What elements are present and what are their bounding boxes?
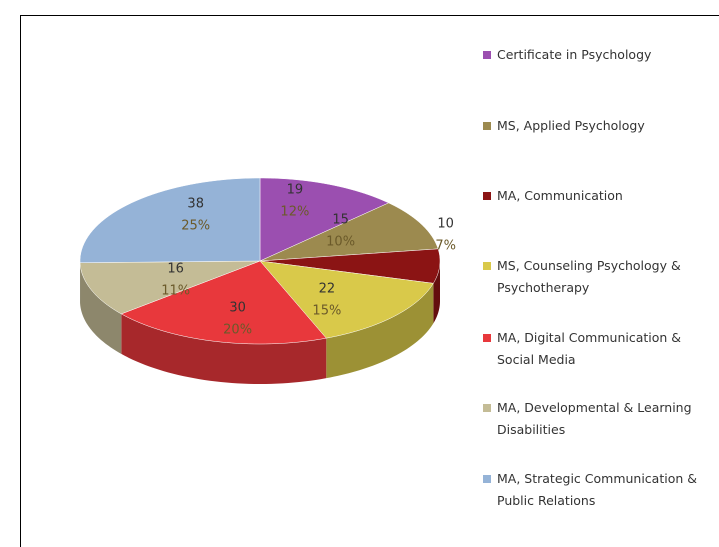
data-label-percent: 20% [223, 322, 252, 337]
legend-swatch [483, 192, 491, 200]
chart-frame [20, 15, 719, 547]
legend-item: Certificate in Psychology [483, 44, 711, 66]
pie-side [326, 283, 434, 379]
data-label: 16 [167, 262, 184, 277]
pie-slice [79, 177, 261, 263]
pie-side [121, 313, 327, 384]
legend-label: MA, Developmental & Learning Disabilitie… [497, 400, 692, 437]
data-label-percent: 15% [312, 304, 341, 319]
legend-item: MS, Counseling Psychology & Psychotherap… [483, 255, 711, 299]
pie-slice [259, 260, 434, 339]
chart: 19 12% 15 10% 10 7% 22 15% 30 20% 16 11% 38 25% [79, 177, 456, 384]
data-label-percent: 11% [161, 284, 190, 299]
legend-label: MS, Applied Psychology [497, 118, 645, 133]
legend-label: MS, Counseling Psychology & Psychotherap… [497, 258, 681, 295]
data-label-percent: 10% [326, 234, 355, 249]
pie-slice [259, 248, 441, 284]
data-label: 30 [229, 300, 246, 315]
legend-swatch [483, 122, 491, 130]
data-label: 38 [187, 196, 204, 211]
legend-item: MA, Strategic Communication & Public Rel… [483, 468, 711, 512]
legend-item: MA, Communication [483, 185, 711, 207]
legend-swatch [483, 262, 491, 270]
legend-swatch [483, 334, 491, 342]
legend-label: MA, Communication [497, 188, 623, 203]
data-label-percent: 7% [435, 239, 456, 254]
data-label: 15 [332, 212, 349, 227]
legend-swatch [483, 51, 491, 59]
data-label: 22 [319, 282, 336, 297]
data-label: 19 [287, 183, 304, 198]
pie-side [80, 262, 122, 354]
legend-item: MS, Applied Psychology [483, 115, 711, 137]
pie-slice [259, 202, 439, 262]
legend-label: Certificate in Psychology [497, 47, 652, 62]
legend-label: MA, Digital Communication & Social Media [497, 330, 682, 367]
pie-side [433, 261, 440, 324]
data-label: 10 [437, 217, 454, 232]
legend-swatch [483, 404, 491, 412]
legend-swatch [483, 475, 491, 483]
pie-slice [79, 260, 261, 315]
legend-item: MA, Developmental & Learning Disabilitie… [483, 397, 711, 441]
data-label-percent: 25% [181, 218, 210, 233]
legend-item: MA, Digital Communication & Social Media [483, 327, 711, 371]
legend-label: MA, Strategic Communication & Public Rel… [497, 471, 698, 508]
data-label-percent: 12% [280, 205, 309, 220]
pie-slice [259, 177, 390, 262]
pie-slice [120, 260, 327, 345]
